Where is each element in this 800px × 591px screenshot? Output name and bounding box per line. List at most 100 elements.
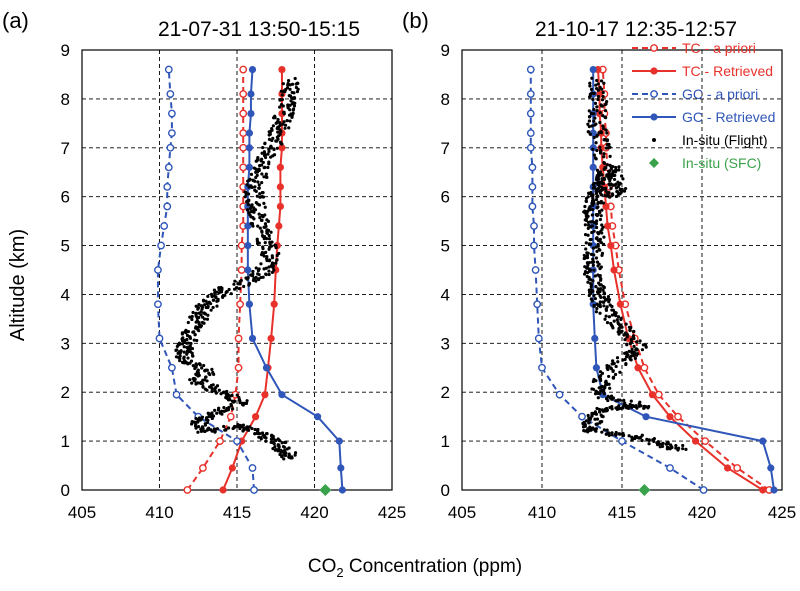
flight-point xyxy=(613,372,618,377)
flight-point xyxy=(286,103,290,107)
flight-point xyxy=(595,249,599,254)
y-tick-label: 9 xyxy=(61,41,70,60)
flight-point xyxy=(256,180,260,184)
flight-point xyxy=(253,432,257,436)
flight-point xyxy=(582,253,586,258)
flight-point xyxy=(215,304,219,308)
flight-point xyxy=(601,389,605,393)
series-marker xyxy=(526,109,535,118)
flight-point xyxy=(191,364,195,368)
flight-point xyxy=(254,279,258,283)
flight-point xyxy=(233,279,237,283)
series-marker xyxy=(526,65,535,74)
flight-point xyxy=(594,389,598,393)
flight-point xyxy=(272,147,276,152)
flight-point xyxy=(615,190,619,194)
flight-point xyxy=(274,139,278,143)
flight-point xyxy=(617,165,621,169)
flight-point xyxy=(270,270,274,275)
flight-point xyxy=(266,165,270,170)
flight-point xyxy=(225,389,229,394)
flight-point xyxy=(587,260,591,265)
flight-point xyxy=(242,284,246,289)
flight-point xyxy=(618,370,622,374)
flight-point xyxy=(264,439,268,443)
series-marker xyxy=(531,266,540,274)
flight-point xyxy=(186,356,190,360)
series-marker xyxy=(275,222,283,230)
flight-point xyxy=(588,84,592,88)
series-marker xyxy=(233,437,241,446)
flight-point xyxy=(263,222,268,226)
series-marker xyxy=(733,464,742,472)
flight-point xyxy=(194,314,198,318)
flight-point xyxy=(585,210,589,214)
flight-point xyxy=(230,399,234,403)
flight-point xyxy=(598,303,602,307)
flight-point xyxy=(608,195,612,199)
flight-point xyxy=(280,441,284,445)
flight-point xyxy=(260,157,264,161)
flight-point xyxy=(254,170,258,174)
flight-point xyxy=(190,346,195,351)
flight-point xyxy=(260,250,264,255)
flight-point xyxy=(269,230,273,234)
flight-point xyxy=(592,185,597,189)
flight-point xyxy=(282,110,286,114)
flight-point xyxy=(589,282,593,286)
flight-point xyxy=(592,181,596,186)
flight-point xyxy=(635,340,639,344)
flight-point xyxy=(608,154,612,158)
series-marker xyxy=(591,334,599,343)
x-tick-label: 405 xyxy=(68,503,96,522)
flight-point xyxy=(612,177,617,182)
series-marker xyxy=(226,412,235,421)
flight-point xyxy=(262,254,266,258)
flight-point xyxy=(245,183,249,187)
legend-label: TC - a priori xyxy=(682,40,756,56)
plot-frame xyxy=(81,49,393,491)
panel-a: 405 410 415 420 425 0 1 2 3 4 5 6 7 8 9 (a) 21-07-31 13:… xyxy=(2,8,406,522)
series-marker xyxy=(245,144,253,152)
flight-point xyxy=(265,254,269,259)
flight-point xyxy=(211,305,215,310)
flight-point xyxy=(590,76,594,80)
flight-point xyxy=(606,394,610,398)
flight-point xyxy=(276,130,280,134)
flight-point xyxy=(269,264,274,268)
flight-point xyxy=(274,121,278,125)
flight-point xyxy=(605,143,610,147)
flight-point xyxy=(260,181,264,185)
y-tick-label: 9 xyxy=(441,41,450,60)
flight-point xyxy=(627,349,631,353)
flight-point xyxy=(221,390,225,395)
flight-point xyxy=(600,188,604,192)
flight-point xyxy=(595,225,599,230)
series-marker xyxy=(154,300,162,309)
flight-point xyxy=(229,402,233,407)
flight-point xyxy=(622,398,626,402)
y-tick-label: 6 xyxy=(61,188,70,207)
flight-point xyxy=(590,230,594,235)
flight-point xyxy=(276,437,280,441)
series-marker xyxy=(607,241,615,250)
flight-point xyxy=(189,341,193,346)
flight-point xyxy=(587,275,591,280)
legend-swatch xyxy=(649,158,659,168)
flight-point xyxy=(194,312,198,316)
flight-point xyxy=(595,148,599,153)
flight-point xyxy=(681,443,685,448)
flight-point xyxy=(257,267,261,271)
flight-point xyxy=(615,356,620,360)
flight-point xyxy=(202,311,206,315)
flight-point xyxy=(602,155,606,159)
flight-point xyxy=(260,213,264,218)
flight-point xyxy=(203,303,207,307)
flight-point xyxy=(186,320,190,325)
flight-point xyxy=(267,234,271,238)
y-tick-label: 3 xyxy=(441,334,450,353)
flight-point xyxy=(583,223,587,227)
flight-point xyxy=(641,343,645,347)
flight-point xyxy=(594,285,598,289)
flight-point xyxy=(266,152,270,156)
